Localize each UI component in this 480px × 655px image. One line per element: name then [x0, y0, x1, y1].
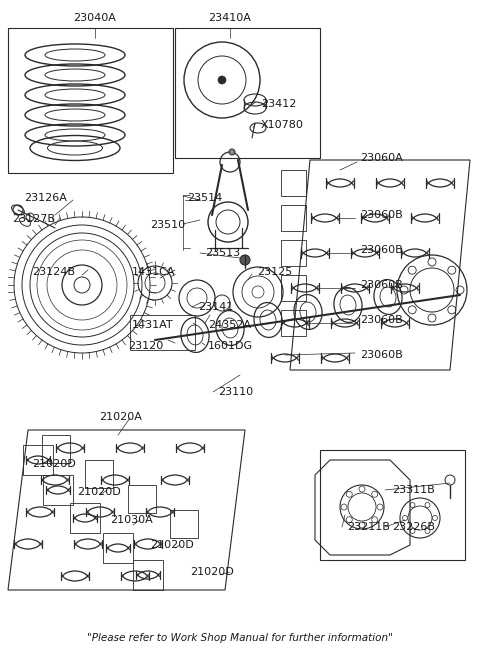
- Bar: [281, 205, 306, 231]
- Text: 23226B: 23226B: [392, 522, 435, 532]
- Bar: [170, 510, 198, 538]
- Text: 23410A: 23410A: [209, 13, 252, 23]
- Text: 23510: 23510: [150, 220, 185, 230]
- Bar: [320, 450, 465, 560]
- Bar: [130, 315, 195, 350]
- Circle shape: [218, 76, 226, 84]
- Text: 21020A: 21020A: [99, 412, 142, 422]
- Bar: [42, 435, 70, 463]
- Text: 21020D: 21020D: [150, 540, 194, 550]
- Text: X10780: X10780: [261, 120, 304, 130]
- Bar: [103, 533, 133, 563]
- Bar: [281, 275, 306, 301]
- Text: 23060B: 23060B: [360, 280, 403, 290]
- Bar: [23, 445, 53, 475]
- Circle shape: [229, 149, 235, 155]
- Bar: [70, 503, 100, 533]
- Text: 23412: 23412: [261, 99, 296, 109]
- Text: "Please refer to Work Shop Manual for further information": "Please refer to Work Shop Manual for fu…: [87, 633, 393, 643]
- Text: 1601DG: 1601DG: [208, 341, 253, 351]
- Bar: [8, 28, 173, 173]
- Text: 21020D: 21020D: [77, 487, 121, 497]
- Text: 23060B: 23060B: [360, 210, 403, 220]
- Text: 1431AT: 1431AT: [132, 320, 174, 330]
- Text: 23124B: 23124B: [32, 267, 75, 277]
- Text: 23110: 23110: [218, 387, 253, 397]
- Bar: [133, 560, 163, 590]
- Bar: [281, 170, 306, 196]
- Circle shape: [240, 255, 250, 265]
- Text: 21020D: 21020D: [190, 567, 234, 577]
- Text: 23060A: 23060A: [360, 153, 403, 163]
- Text: 23060B: 23060B: [360, 315, 403, 325]
- Text: 23513: 23513: [205, 248, 240, 258]
- Text: 23311B: 23311B: [392, 485, 435, 495]
- Text: 23126A: 23126A: [24, 193, 67, 203]
- Text: 23125: 23125: [257, 267, 292, 277]
- Text: 23127B: 23127B: [12, 214, 55, 224]
- Bar: [85, 460, 113, 488]
- Text: 21020D: 21020D: [32, 459, 76, 469]
- Text: 24352A: 24352A: [208, 320, 251, 330]
- Text: 1431CA: 1431CA: [132, 267, 176, 277]
- Text: 23120: 23120: [128, 341, 163, 351]
- Text: 23514: 23514: [187, 193, 222, 203]
- Text: 23060B: 23060B: [360, 245, 403, 255]
- Text: 23060B: 23060B: [360, 350, 403, 360]
- Text: 23141: 23141: [198, 302, 233, 312]
- Text: 21030A: 21030A: [110, 515, 153, 525]
- Bar: [175, 28, 320, 158]
- Bar: [281, 240, 306, 266]
- Bar: [43, 475, 73, 505]
- Text: 23040A: 23040A: [73, 13, 117, 23]
- Bar: [128, 485, 156, 513]
- Text: 23211B: 23211B: [347, 522, 390, 532]
- Bar: [281, 310, 306, 336]
